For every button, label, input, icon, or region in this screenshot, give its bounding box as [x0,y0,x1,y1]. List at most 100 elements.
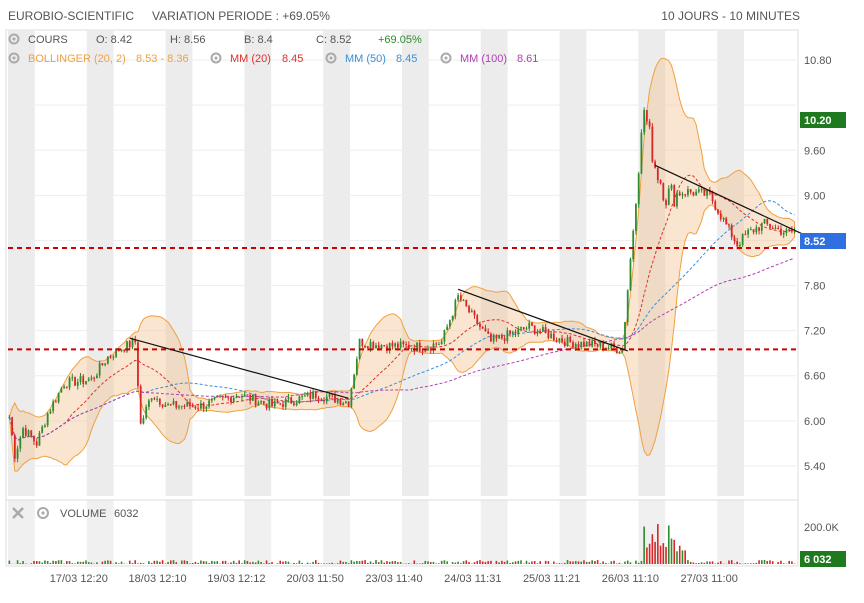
candle-body [82,376,84,384]
candle-body [564,342,566,346]
volume-bar [758,560,760,564]
volume-settings-icon[interactable] [38,508,48,518]
volume-bar [162,560,164,564]
candle-body [690,189,692,192]
volume-bar [479,560,481,564]
volume-bar [340,561,342,564]
time-tick-label: 25/03 11:21 [523,573,580,585]
candle-body [616,347,618,353]
volume-bar [263,563,265,564]
volume-bar [662,543,664,564]
volume-bar [731,560,733,564]
candle-body [643,110,645,133]
candle-body [60,388,62,392]
candle-body [323,400,325,401]
time-tick-label: 23/03 11:40 [365,573,422,585]
candle-body [627,290,629,322]
candle-body [274,401,276,406]
volume-bar [671,539,673,564]
candle-body [435,343,437,344]
candle-body [575,344,577,347]
volume-bar [745,563,747,564]
volume-bar [175,562,177,564]
candle-body [755,228,757,233]
candle-body [392,343,394,346]
mm50-label: MM (50) [345,53,386,65]
candle-body [427,348,429,350]
candle-body [41,427,43,433]
volume-bar [507,560,509,564]
volume-bar [140,563,142,564]
volume-bar [397,562,399,564]
candle-body [550,334,552,338]
time-tick-label: 26/03 11:10 [602,573,659,585]
volume-bar [665,547,667,564]
volume-bar [208,563,210,564]
volume-bar [682,550,684,564]
volume-bar [695,563,697,564]
candle-body [370,342,372,348]
volume-bar [115,562,117,564]
candle-body [99,363,101,375]
volume-bar [712,561,714,564]
volume-bar [203,561,205,564]
volume-bar [460,563,462,564]
candle-body [162,404,164,406]
volume-bar [709,562,711,564]
candle-body [479,324,481,327]
price-tick-label: 6.60 [804,371,825,383]
volume-bar [564,563,566,564]
mm20-settings-icon[interactable] [212,54,221,63]
candle-body [214,397,216,399]
volume-bar [441,561,443,564]
volume-bar [351,560,353,564]
candle-body [244,394,246,396]
volume-bar [613,561,615,564]
candle-body [594,340,596,344]
candle-body [463,300,465,301]
candle-body [556,340,558,341]
volume-bar [706,561,708,564]
volume-bar [348,563,350,564]
volume-bar [739,563,741,564]
candle-body [17,449,19,459]
mm50-value: 8.45 [396,53,417,65]
candle-body [646,110,648,122]
volume-bar [498,562,500,564]
volume-bar [310,563,312,564]
candle-body [766,219,768,224]
volume-bar [367,563,369,564]
candle-body [424,350,426,351]
volume-bar [630,562,632,564]
volume-bar [307,563,309,564]
candle-body [375,345,377,348]
volume-bar [766,561,768,564]
candle-body [736,241,738,246]
candle-body [542,327,544,331]
volume-bar [693,563,695,564]
volume-bar [296,563,298,564]
candle-body [465,300,467,306]
volume-bar [668,526,670,564]
bollinger-area [9,58,794,471]
volume-bar [400,562,402,564]
candle-body [197,408,199,409]
candle-body [517,329,519,334]
mm100-settings-icon[interactable] [442,54,451,63]
volume-bar [392,561,394,564]
volume-bar [753,563,755,564]
candle-body [211,399,213,401]
volume-bar [71,563,73,564]
candle-body [309,393,311,399]
volume-bar [654,542,656,564]
volume-bar [580,562,582,564]
volume-bar [285,561,287,564]
candle-body [671,185,673,189]
range-label[interactable]: 10 JOURS - 10 MINUTES [661,9,800,23]
volume-bar [337,563,339,564]
candle-body [452,316,454,320]
candle-body [446,327,448,331]
